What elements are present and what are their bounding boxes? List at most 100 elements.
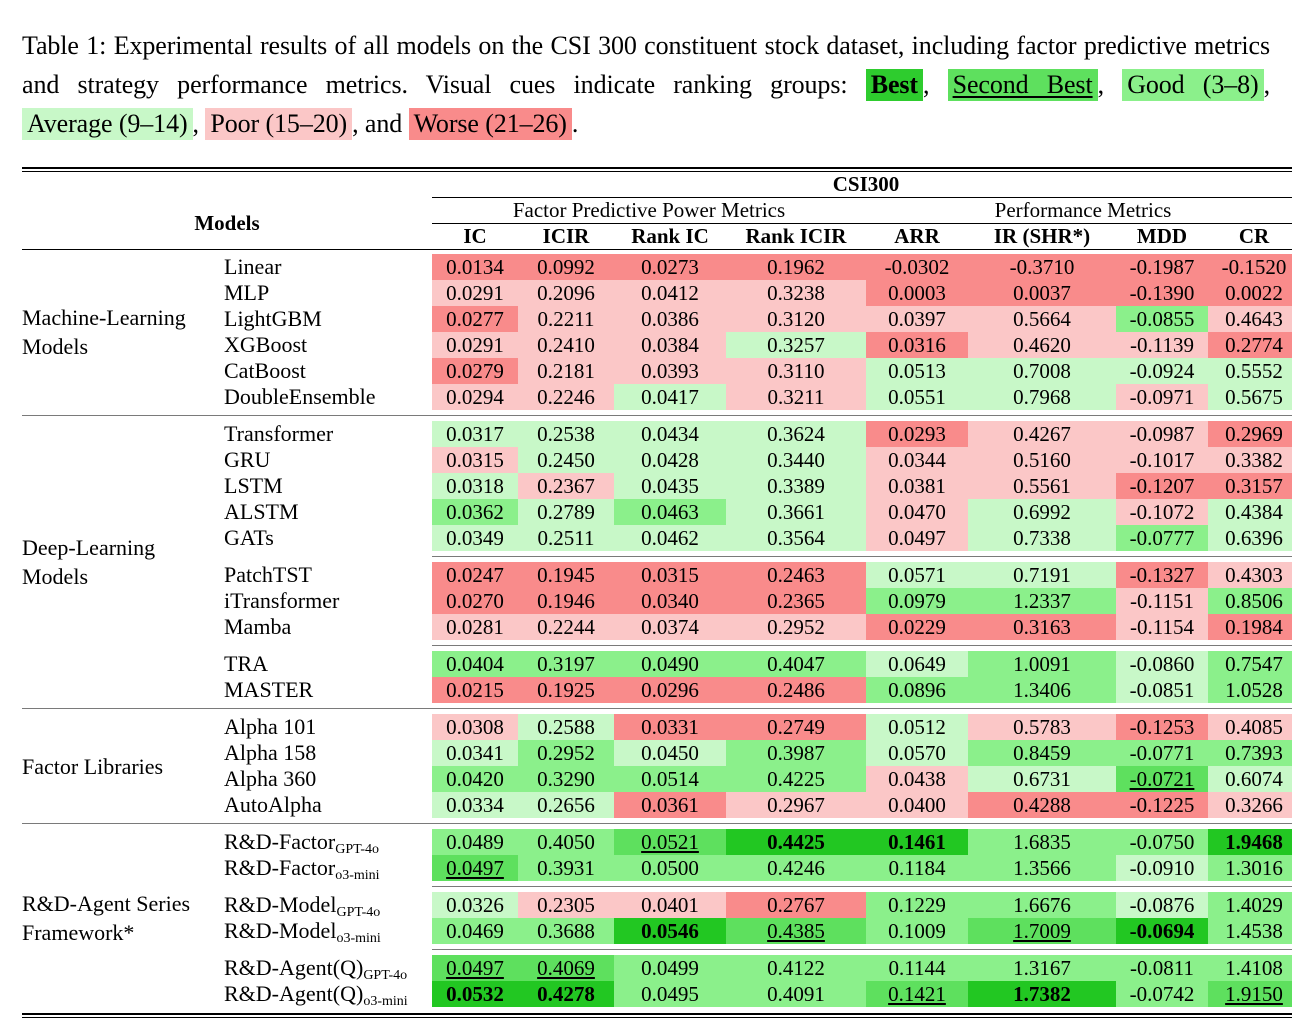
metric-value: 0.3238 [767,281,825,305]
metric-cell-mdd: -0.1390 [1116,280,1208,306]
metric-cell-ir-shr: 0.5561 [968,473,1116,499]
metric-value: 0.0470 [888,500,946,524]
metric-cell-rank-icir: 0.2463 [726,562,866,588]
model-name-cell: DoubleEnsemble [224,384,432,410]
metric-cell-icir: 0.2367 [518,473,614,499]
metric-cell-ir-shr: 1.6835 [968,829,1116,855]
metric-cell-mdd: -0.0777 [1116,525,1208,551]
family-rule-factor-libraries [22,708,1292,709]
metric-cell-arr: 0.0513 [866,358,968,384]
legend-poor: Poor (15–20) [205,108,353,140]
metric-value: 0.0344 [888,448,946,472]
metric-cell-ic: 0.0308 [432,714,518,740]
metric-cell-mdd: -0.1151 [1116,588,1208,614]
metric-cell-cr: 0.4384 [1208,499,1292,525]
metric-value: 0.0500 [641,856,699,880]
metric-cell-ir-shr: 0.4288 [968,792,1116,818]
metric-cell-rank-ic: 0.0500 [614,855,726,881]
model-name-text: Transformer [224,421,334,446]
metric-cell-ir-shr: 0.5160 [968,447,1116,473]
metric-value: 0.2774 [1225,333,1283,357]
metric-value: -0.0987 [1129,422,1195,446]
model-name-cell: GRU [224,447,432,473]
model-name-text: Alpha 158 [224,740,317,765]
metric-value: 0.0281 [446,615,504,639]
metric-cell-ic: 0.0532 [432,981,518,1007]
metric-cell-rank-icir: 0.3110 [726,358,866,384]
legend-worse: Worse (21–26) [408,108,572,140]
metric-cell-ir-shr: 0.7191 [968,562,1116,588]
metric-value: 0.0362 [446,500,504,524]
metric-cell-ir-shr: 1.0091 [968,651,1116,677]
dataset-underline-rule [432,197,1292,198]
metric-value: 0.0279 [446,359,504,383]
metric-cell-arr: 0.0344 [866,447,968,473]
metric-cell-rank-icir: 0.3389 [726,473,866,499]
metric-value: 0.0229 [888,615,946,639]
metric-cell-ir-shr: 0.4267 [968,421,1116,447]
metric-value: 0.5160 [1013,448,1071,472]
model-name-text: Mamba [224,614,292,639]
metric-value: 0.0022 [1225,281,1283,305]
metric-value: 0.0979 [888,589,946,613]
metric-value: -0.0742 [1129,982,1195,1006]
metric-cell-ic: 0.0294 [432,384,518,410]
model-name-text: R&D-Model [224,892,337,917]
metric-value: 0.1925 [537,678,595,702]
results-table: CSI300 Models Factor Predictive Power Metr… [22,167,1292,1018]
model-name-cell: LightGBM [224,306,432,332]
table-row: DoubleEnsemble 0.0294 0.2246 0.0417 0.3211 0.… [22,384,1292,410]
subgroup-separator-row [22,881,1292,892]
family-label-line: Models [22,564,88,589]
model-name-text: XGBoost [224,332,308,357]
metric-value: 0.0341 [446,741,504,765]
table-row: ALSTM 0.0362 0.2789 0.0463 0.3661 0.0470 0.699… [22,499,1292,525]
metric-value: 0.0317 [446,422,504,446]
metric-value: 0.3120 [767,307,825,331]
metric-value: 0.3382 [1225,448,1283,472]
metric-value: 0.0334 [446,793,504,817]
metric-value: 0.1144 [888,956,946,980]
metric-value: -0.1139 [1130,333,1194,357]
metric-value: 1.4029 [1225,893,1283,917]
metric-cell-cr: 0.6396 [1208,525,1292,551]
metric-value: 0.4091 [767,982,825,1006]
metric-cell-arr: 0.0570 [866,740,968,766]
metric-value: 0.0412 [641,281,699,305]
metric-value: 0.0318 [446,474,504,498]
metric-cell-cr: 0.1984 [1208,614,1292,640]
model-name-text: MLP [224,280,270,305]
metric-value: 0.3110 [767,359,825,383]
metric-cell-arr: 0.1229 [866,892,968,918]
metric-cell-cr: 1.0528 [1208,677,1292,703]
metric-value: 0.0992 [537,255,595,279]
metric-cell-mdd: -0.1139 [1116,332,1208,358]
model-name-cell: XGBoost [224,332,432,358]
metric-value: 0.0497 [888,526,946,550]
metric-cell-arr: 0.0229 [866,614,968,640]
metric-cell-ir-shr: 0.0037 [968,280,1116,306]
model-name-text: ALSTM [224,499,299,524]
metric-cell-rank-ic: 0.0463 [614,499,726,525]
model-name-text: GRU [224,447,271,472]
metric-cell-ic: 0.0247 [432,562,518,588]
subgroup-rule [432,886,1292,887]
metric-cell-rank-icir: 0.2952 [726,614,866,640]
metric-value: 0.0037 [1013,281,1071,305]
caption-comma-4: , [192,109,200,138]
metric-cell-rank-icir: 0.3238 [726,280,866,306]
metric-value: 0.1984 [1225,615,1283,639]
metric-cell-mdd: -0.0771 [1116,740,1208,766]
metric-cell-ic: 0.0315 [432,447,518,473]
table-row: R&D-ModelGPT-4o 0.0326 0.2305 0.0401 0.2767 0… [22,892,1292,920]
table-row: XGBoost 0.0291 0.2410 0.0384 0.3257 0.0316 0.4… [22,332,1292,358]
metric-value: 0.0401 [641,893,699,917]
metric-value: 0.2211 [537,307,595,331]
model-name-text: iTransformer [224,588,340,613]
metric-value: 0.0532 [446,982,504,1006]
metric-value: 0.0349 [446,526,504,550]
metric-cell-arr: -0.0302 [866,254,968,280]
metric-cell-cr: 0.3157 [1208,473,1292,499]
metric-cell-mdd: -0.0971 [1116,384,1208,410]
subgroup-separator-row [22,944,1292,955]
